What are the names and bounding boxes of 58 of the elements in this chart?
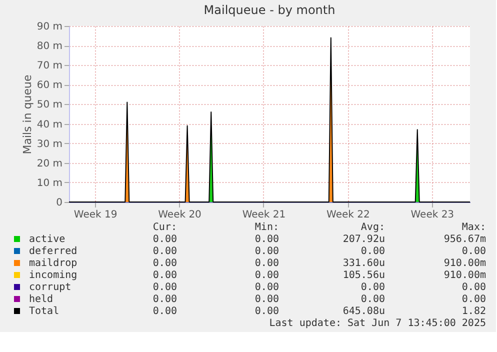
text: 0.00 <box>152 258 177 269</box>
y-tick-label: 60 m <box>36 80 62 92</box>
text: 0.00 <box>462 282 486 293</box>
y-tick-label: 80 m <box>36 41 62 52</box>
text: 1.82 <box>462 306 486 317</box>
x-tick-label: Week 20 <box>158 210 202 220</box>
text: 0.00 <box>254 282 279 293</box>
text: 0.00 <box>152 306 177 317</box>
text: 956.67m <box>444 234 486 245</box>
y-tick-label: 40 m <box>36 119 62 130</box>
legend-label: held <box>29 294 54 305</box>
y-tick-label: 10 m <box>36 178 62 189</box>
x-tick-label: Week 22 <box>326 210 370 220</box>
y-tick-label: 50 m <box>36 100 62 111</box>
chart-title: Mailqueue - by month <box>204 3 336 17</box>
text: 0.00 <box>152 234 177 245</box>
text: 207.92u <box>342 234 385 245</box>
text: 0.00 <box>152 270 177 281</box>
x-tick-label: Week 19 <box>74 210 118 220</box>
text: 0.00 <box>360 282 385 293</box>
text: Min: <box>254 222 279 233</box>
text: 0.00 <box>360 246 385 257</box>
y-tick-label: 0 <box>56 198 62 208</box>
legend-label: maildrop <box>29 258 78 269</box>
line-series <box>68 37 470 202</box>
text: 0.00 <box>254 294 279 305</box>
text: 910.00m <box>444 258 486 269</box>
text: 0.00 <box>360 294 385 305</box>
x-tick-label: Week 23 <box>410 210 454 220</box>
text: 105.56u <box>342 270 385 281</box>
text: 910.00m <box>444 270 486 281</box>
text: 645.08u <box>342 306 385 317</box>
legend-label: deferred <box>29 246 78 257</box>
text: Max: <box>462 222 486 233</box>
text: 0.00 <box>152 246 177 257</box>
legend-label: corrupt <box>29 282 72 293</box>
text: 331.60u <box>342 258 385 269</box>
y-axis-title: Mails in queue <box>20 74 34 154</box>
text: Cur: <box>152 222 177 233</box>
legend-label: incoming <box>29 270 78 281</box>
text: Avg: <box>360 222 385 233</box>
text: 0.00 <box>152 282 177 293</box>
y-tick-label: 20 m <box>36 158 62 170</box>
x-tick-label: Week 21 <box>242 210 286 220</box>
y-tick-label: 30 m <box>36 138 62 150</box>
y-tick-label: 90 m <box>36 22 62 32</box>
legend-label: Total <box>29 306 60 317</box>
y-tick-label: 70 m <box>36 60 62 72</box>
text: 0.00 <box>462 294 486 305</box>
text: 0.00 <box>254 258 279 269</box>
text: 0.00 <box>254 246 279 257</box>
text: 0.00 <box>254 270 279 281</box>
text: 0.00 <box>254 234 279 245</box>
text: Last update: Sat Jun 7 13:45:00 2025 <box>269 318 486 329</box>
text: 0.00 <box>462 246 486 257</box>
text: 0.00 <box>152 294 177 305</box>
text: 0.00 <box>254 306 279 317</box>
legend-label: active <box>29 234 66 245</box>
